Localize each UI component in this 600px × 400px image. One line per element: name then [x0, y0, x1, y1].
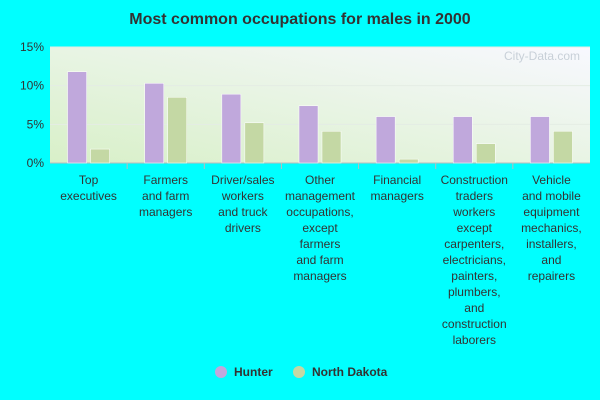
- bar: [375, 116, 396, 164]
- plot-area: [50, 47, 590, 163]
- y-tick-label: 0%: [27, 156, 45, 170]
- y-tick-label: 5%: [27, 117, 45, 131]
- bar: [398, 158, 419, 164]
- legend-label: North Dakota: [312, 365, 388, 379]
- bar: [90, 148, 110, 164]
- bar: [167, 97, 187, 164]
- chart-title: Most common occupations for males in 200…: [129, 11, 471, 28]
- bar: [244, 122, 265, 164]
- bar: [453, 116, 473, 164]
- bar: [530, 116, 550, 164]
- legend-label: Hunter: [234, 365, 273, 379]
- x-tick-label: Other management occupations, except farmers…: [285, 173, 356, 283]
- x-tick-label: Driver/sales workers and truck drivers: [211, 173, 274, 235]
- x-tick-label: Construction traders workers except carpente…: [441, 173, 508, 347]
- bar: [476, 143, 496, 164]
- x-tick-label: Top executives: [60, 173, 117, 203]
- bar: [221, 93, 242, 164]
- x-tick-label: Farmers and farm managers: [139, 173, 192, 219]
- bar: [553, 131, 573, 164]
- y-tick-label: 10%: [20, 79, 44, 93]
- bar: [144, 83, 164, 164]
- legend-swatch: [293, 366, 305, 378]
- bar: [298, 105, 319, 164]
- y-tick-label: 15%: [20, 40, 44, 54]
- watermark: City-Data.com: [504, 49, 580, 63]
- x-tick-label: Vehicle and mobile equipment mechanics, inst…: [521, 173, 582, 283]
- bar: [321, 131, 342, 164]
- bar: [67, 71, 87, 164]
- legend-swatch: [215, 366, 227, 378]
- x-tick-label: Financial managers: [370, 173, 423, 203]
